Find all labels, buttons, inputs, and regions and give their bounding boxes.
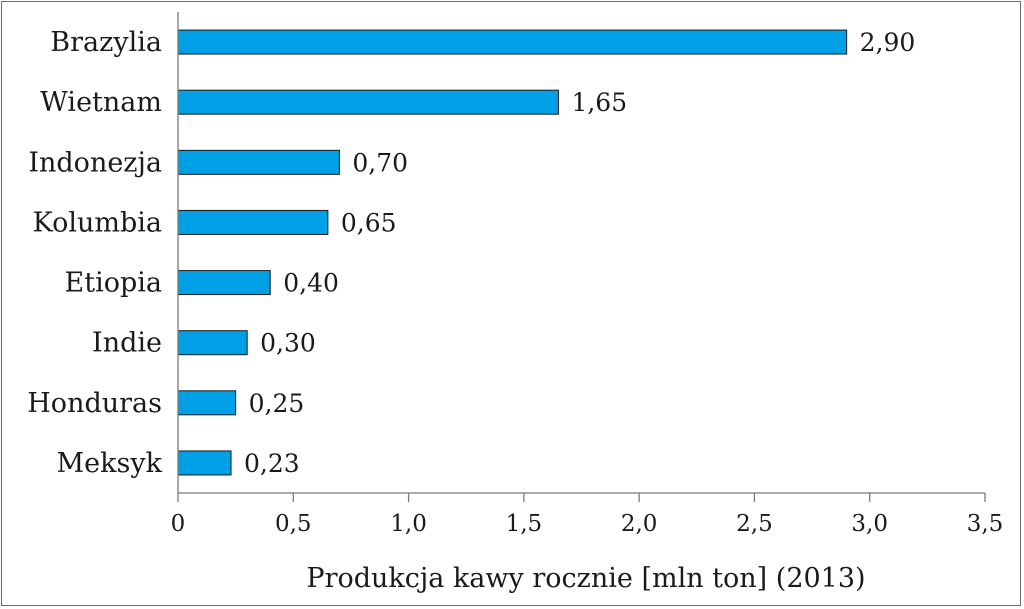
category-label: Kolumbia <box>33 207 162 238</box>
data-label: 1,65 <box>571 88 627 117</box>
data-label: 2,90 <box>860 28 916 57</box>
x-tick-label: 2,0 <box>621 511 658 537</box>
x-tick-label: 0,5 <box>275 511 312 537</box>
x-tick-label: 1,0 <box>390 511 427 537</box>
x-axis-title: Produkcja kawy rocznie [mln ton] (2013) <box>306 563 865 594</box>
category-label: Indonezja <box>28 147 162 178</box>
category-label: Honduras <box>27 388 162 419</box>
category-label: Meksyk <box>57 448 163 479</box>
bar-brazylia <box>177 29 848 55</box>
x-tick-label: 1,5 <box>506 511 543 537</box>
x-axis: 0 0,5 1,0 1,5 2,0 2,5 3,0 3,5 <box>171 12 1004 537</box>
x-tick-label: 0 <box>171 511 186 537</box>
bar-indonezja <box>177 149 340 175</box>
bar-honduras <box>177 390 237 416</box>
data-label: 0,25 <box>249 389 305 418</box>
bar-etiopia <box>177 270 271 296</box>
category-labels: Brazylia Wietnam Indonezja Kolumbia Etiopia I… <box>27 27 162 479</box>
category-label: Indie <box>92 328 162 359</box>
category-label: Brazylia <box>50 27 162 58</box>
x-tick-label: 3,5 <box>967 511 1004 537</box>
category-label: Etiopia <box>65 268 162 299</box>
bar-indie <box>177 330 248 356</box>
category-label: Wietnam <box>40 87 162 118</box>
data-labels: 2,90 1,65 0,70 0,65 0,40 0,30 0,25 0,23 <box>244 28 915 478</box>
bar-wietnam <box>177 89 559 115</box>
bar-kolumbia <box>177 209 329 235</box>
data-label: 0,40 <box>283 269 339 298</box>
bars-layer <box>177 29 848 476</box>
bar-meksyk <box>177 450 232 476</box>
x-tick-label: 3,0 <box>851 511 888 537</box>
data-label: 0,70 <box>352 148 408 177</box>
data-label: 0,65 <box>341 208 397 237</box>
x-tick-label: 2,5 <box>736 511 773 537</box>
data-label: 0,30 <box>260 329 316 358</box>
data-label: 0,23 <box>244 449 300 478</box>
